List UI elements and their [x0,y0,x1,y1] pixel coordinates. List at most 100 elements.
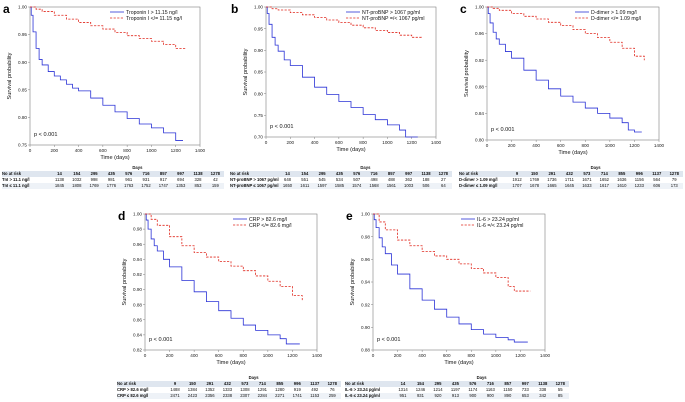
risk-table-cell: 498 [365,177,383,183]
x-tick-label: 0 [29,148,32,153]
x-tick-label: 1200 [515,353,526,358]
y-tick-label: 0.95 [18,32,27,37]
risk-table-d: Days No at risk 9 150 291 432 573 714 855 996 1137… [117,375,341,399]
panel-e: e 0 200 400 600 800 1000 1200 1400 0.88 0.90 0.92 0.… [343,206,571,402]
risk-table-cell: 2423 [183,393,202,399]
risk-table-cell: 1769 [525,177,544,183]
x-tick-label: 1400 [540,353,551,358]
risk-table-row: TnI ≤ 11.1 ng/l 1845 1808 1769 1776 1763 1752 1… [2,183,224,189]
risk-table-cell: 42 [206,177,224,183]
risk-table-cell: 1153 [306,393,324,399]
risk-table-cell: 653 [516,393,535,399]
risk-table-cell: TnI > 11.1 ng/l [2,177,51,183]
risk-table-header-cell: 716 [137,171,155,177]
x-tick-label: 0 [486,143,489,148]
risk-table-cell: 1678 [525,183,544,189]
legend-label: CRP > 82.6 mg/l [249,217,287,223]
risk-table-header-cell: 857 [499,381,517,387]
risk-table-cell: 188 [417,177,435,183]
p-value: p < 0.001 [149,337,172,343]
risk-table-cell: 1163 [481,387,500,393]
risk-table-cell: 2271 [271,393,289,399]
plot-frame [144,213,318,351]
risk-table-cell: 1665 [543,183,561,189]
risk-table-cell: 1752 [137,183,155,189]
risk-table-cell: 85 [551,393,569,399]
risk-table-header-cell: 291 [201,381,219,387]
survival-curve-low [30,6,186,50]
risk-table-days-title: Days [476,375,487,380]
risk-table-cell: 506 [417,183,435,189]
risk-table-header-cell: No at risk [117,381,167,387]
y-tick-label: 0.92 [475,58,484,63]
risk-table-header-cell: 154 [411,381,430,387]
risk-table-cell: 27 [434,177,452,183]
risk-table-row: D-dimer > 1.09 mg/l 1912 1769 1736 1711 1671 1… [459,177,683,183]
x-tick-label: 0 [372,353,375,358]
risk-table-cell: 1246 [411,387,430,393]
risk-table-header-row: No at risk 9 150 291 432 573 714 855 996 1137 1278 [117,381,341,387]
y-tick-label: 0.85 [18,87,27,92]
x-tick-label: 400 [190,353,198,358]
y-tick-label: 0.94 [133,257,142,262]
y-tick-label: 1.00 [361,212,370,217]
risk-table-header-cell: 1138 [189,171,207,177]
y-tick-label: 0.92 [133,272,142,277]
risk-table-cell: 931 [411,393,430,399]
risk-table-cell: 362 [400,177,418,183]
risk-table-days-row: Days [117,375,341,381]
risk-table-header-cell: 1137 [648,171,666,177]
risk-table-cell: 1763 [120,183,138,189]
y-tick-label: 1.00 [254,5,263,10]
risk-table-cell: 1314 [394,387,412,393]
risk-table-cell: 1597 [313,183,331,189]
y-tick-label: 0.80 [18,115,27,120]
risk-table-header-cell: 1278 [323,381,341,387]
plot-frame [372,213,546,351]
risk-table-cell: 1138 [50,177,69,183]
risk-table-header-row: No at risk 9 150 291 432 573 714 855 996 1137 1278 [459,171,683,177]
risk-table-header-cell: 1278 [434,171,452,177]
risk-table-cell: 1645 [560,183,579,189]
x-tick-label: 600 [215,353,223,358]
risk-table-days-title: Days [132,165,143,170]
risk-table-cell: 1617 [595,183,614,189]
risk-table-cell: 2356 [201,393,219,399]
legend-label: CRP </= 82.6 mg/l [249,223,292,229]
y-tick-label: 1.00 [475,5,484,10]
risk-table-days-row: Days [459,165,683,171]
risk-table-cell: 1707 [508,183,526,189]
risk-table-cell: 648 [278,177,297,183]
risk-table-cell: 1233 [630,183,649,189]
y-tick-label: 0.90 [361,325,370,330]
panel-b: b 0 200 400 600 800 1000 1200 1400 0.70 0.75 0.80 0.… [228,0,456,190]
x-axis-title: Time (days) [444,360,473,366]
panel-c: c 0 200 400 600 800 1000 1200 1400 0.80 0.84 0.88 0.… [457,0,685,190]
y-tick-label: 0.96 [133,242,142,247]
risk-table-cell: 1308 [236,387,254,393]
survival-curve-low [266,6,422,39]
risk-table-cell: 55 [551,387,569,393]
risk-table-cell: 1353 [172,183,190,189]
risk-table-header-cell: 573 [236,381,254,387]
x-tick-label: 800 [467,353,475,358]
x-tick-label: 1200 [629,143,640,148]
risk-table-cell: 2338 [218,393,237,399]
risk-table-cell: 1585 [330,183,349,189]
km-chart-e: e 0 200 400 600 800 1000 1200 1400 0.88 0.90 0.92 0.… [346,209,551,366]
risk-table-header-cell: 154 [68,171,86,177]
risk-table-days-row: Days [2,165,224,171]
x-tick-label: 1400 [431,140,442,145]
risk-table-cell: 1769 [85,183,103,189]
p-value: p < 0.001 [491,127,514,133]
panel-letter: e [346,209,353,223]
x-tick-label: 1200 [287,353,298,358]
risk-table-cell: 534 [330,177,349,183]
y-axis-title: Survival probability [464,50,470,97]
risk-table-header-cell: 855 [271,381,289,387]
panel-letter: a [3,2,10,16]
survival-curve-low [373,213,531,292]
legend-label: D-dimer </= 1.09 mg/l [591,16,641,22]
risk-table-row: IL-6 ≤ 23.24 pg/ml 951 931 920 913 900 900 890 6… [345,393,569,399]
risk-table-cell: 338 [534,387,552,393]
